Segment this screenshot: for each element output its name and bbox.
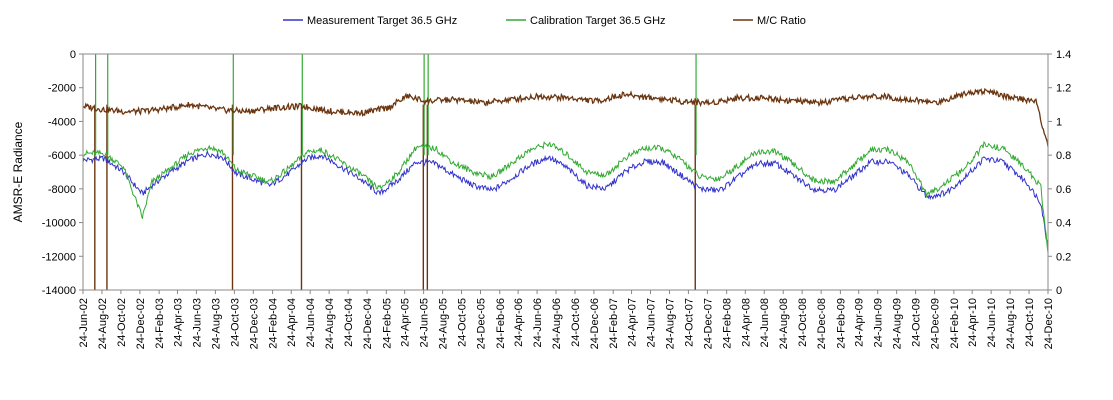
x-tick-label: 24-Jun-06 <box>532 298 544 348</box>
x-tick-label: 24-Jun-09 <box>873 298 885 348</box>
x-tick-label: 24-Feb-03 <box>154 298 166 349</box>
x-tick-label: 24-Oct-09 <box>911 298 923 347</box>
x-tick-label: 24-Aug-09 <box>892 298 904 349</box>
x-tick-label: 24-Jun-07 <box>646 298 658 348</box>
x-tick-label: 24-Feb-05 <box>381 298 393 349</box>
x-tick-label: 24-Jun-03 <box>191 298 203 348</box>
x-tick-label: 24-Aug-02 <box>97 298 109 349</box>
series-layer <box>82 87 1049 253</box>
series-line-0 <box>82 149 1049 248</box>
y-left-tick-label: -6000 <box>48 150 76 162</box>
x-tick-label: 24-Aug-10 <box>1005 298 1017 349</box>
y-left-tick-label: -2000 <box>48 83 76 95</box>
x-tick-label: 24-Dec-02 <box>135 298 147 349</box>
x-tick-label: 24-Apr-07 <box>627 298 639 347</box>
x-tick-label: 24-Oct-04 <box>343 298 355 347</box>
x-tick-label: 24-Dec-07 <box>702 298 714 349</box>
x-tick-label: 24-Oct-05 <box>457 298 469 347</box>
y-right-tick-label: 1.2 <box>1056 83 1071 95</box>
x-tick-label: 24-Oct-02 <box>116 298 128 347</box>
x-tick-label: 24-Jun-08 <box>759 298 771 348</box>
y-axis-title: AMSR-E Radiance <box>11 121 25 222</box>
y-right-tick-label: 0.6 <box>1056 184 1071 196</box>
x-tick-label: 24-Apr-09 <box>854 298 866 347</box>
x-tick-label: 24-Jun-04 <box>305 298 317 348</box>
y-left-tick-label: -14000 <box>42 285 76 297</box>
x-tick-label: 24-Oct-08 <box>797 298 809 347</box>
x-tick-label: 24-Aug-07 <box>664 298 676 349</box>
y-left-tick-label: -8000 <box>48 184 76 196</box>
x-tick-label: 24-Feb-04 <box>268 298 280 349</box>
x-tick-label: 24-Aug-04 <box>324 298 336 349</box>
x-tick-label: 24-Dec-06 <box>589 298 601 349</box>
legend-label: Calibration Target 36.5 GHz <box>530 15 666 27</box>
axes: 0 -2000 -4000 -6000 -8000 -10000 -12000 -14000 1… <box>42 49 1072 349</box>
y-right-tick-label: 0 <box>1056 285 1062 297</box>
x-tick-label: 24-Jun-02 <box>78 298 90 348</box>
y-left-tick-label: -4000 <box>48 116 76 128</box>
x-tick-label: 24-Feb-08 <box>722 298 734 349</box>
x-tick-label: 24-Oct-10 <box>1024 298 1036 347</box>
y-right-tick-label: 0.2 <box>1056 251 1071 263</box>
y-left-tick-label: -12000 <box>42 251 76 263</box>
x-tick-label: 24-Oct-07 <box>683 298 695 347</box>
legend-label: M/C Ratio <box>757 15 806 27</box>
y-left-tick-label: -10000 <box>42 218 76 230</box>
x-tick-label: 24-Aug-05 <box>438 298 450 349</box>
y-right-tick-label: 1 <box>1056 116 1062 128</box>
x-tick-label: 24-Oct-03 <box>229 298 241 347</box>
dropout-spikes <box>94 54 697 290</box>
x-tick-label: 24-Feb-06 <box>495 298 507 349</box>
x-tick-label: 24-Jun-10 <box>986 298 998 348</box>
x-tick-label: 24-Dec-08 <box>816 298 828 349</box>
x-tick-label: 24-Apr-08 <box>740 298 752 347</box>
x-tick-label: 24-Feb-09 <box>835 298 847 349</box>
legend: Measurement Target 36.5 GHz Calibration T… <box>283 15 806 27</box>
x-tick-label: 24-Feb-07 <box>608 298 620 349</box>
x-tick-label: 24-Dec-09 <box>930 298 942 349</box>
y-right-tick-label: 1.4 <box>1056 49 1071 61</box>
y-right-tick-label: 0.8 <box>1056 150 1071 162</box>
x-tick-label: 24-Dec-04 <box>362 298 374 349</box>
x-tick-label: 24-Dec-05 <box>475 298 487 349</box>
x-tick-label: 24-Apr-10 <box>967 298 979 347</box>
x-tick-label: 24-Apr-06 <box>513 298 525 347</box>
x-tick-label: 24-Dec-03 <box>248 298 260 349</box>
series-line-2 <box>82 87 1049 147</box>
x-tick-label: 24-Apr-04 <box>286 298 298 347</box>
series-line-1 <box>82 140 1049 253</box>
x-tick-label: 24-Apr-05 <box>400 298 412 347</box>
x-tick-label: 24-Apr-03 <box>172 298 184 347</box>
legend-label: Measurement Target 36.5 GHz <box>307 15 457 27</box>
x-tick-label: 24-Aug-08 <box>778 298 790 349</box>
x-tick-label: 24-Aug-06 <box>551 298 563 349</box>
x-tick-label: 24-Oct-06 <box>570 298 582 347</box>
x-tick-label: 24-Aug-03 <box>210 298 222 349</box>
y-right-tick-label: 0.4 <box>1056 218 1071 230</box>
x-tick-label: 24-Feb-10 <box>949 298 961 349</box>
y-left-tick-label: 0 <box>70 49 76 61</box>
x-tick-label: 24-Jun-05 <box>419 298 431 348</box>
x-tick-label: 24-Dec-10 <box>1043 298 1055 349</box>
